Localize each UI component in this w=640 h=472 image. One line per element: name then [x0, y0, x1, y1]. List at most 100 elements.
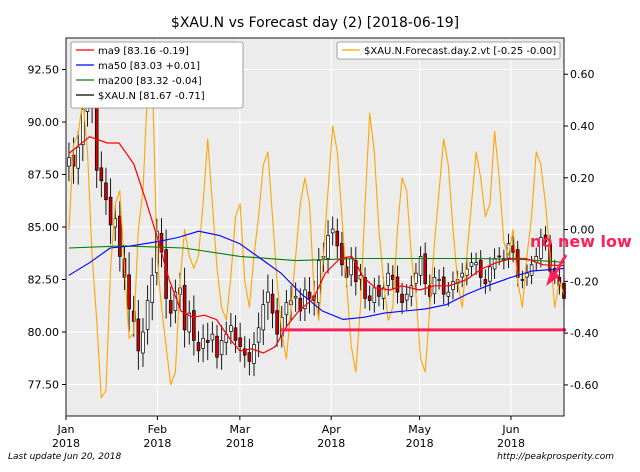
candle-body: [71, 154, 76, 167]
x-tick-label-year: 2018: [406, 437, 434, 450]
candle-body: [229, 325, 233, 332]
footer-source-url: http://peakprosperity.com: [497, 452, 614, 462]
candle-body: [233, 327, 238, 341]
candle-body: [210, 333, 215, 341]
candle-body: [469, 262, 474, 267]
candle-body: [238, 337, 242, 348]
ma9-line: [68, 136, 565, 354]
candle-body: [404, 293, 409, 301]
right-tick-label: 0.40: [570, 120, 595, 133]
axes: 77.50 80.00 82.50 85.00 87.50 90.00 92.50 -0.60…: [28, 64, 599, 451]
candle-body: [76, 146, 80, 169]
right-tick-label: 0.00: [570, 224, 595, 237]
chart-canvas: 77.50 80.00 82.50 85.00 87.50 90.00 92.50 -0.60…: [28, 15, 633, 451]
candle-body: [539, 237, 543, 259]
candle-body: [118, 215, 122, 257]
candle-body: [423, 253, 427, 285]
candle-body: [409, 285, 414, 297]
annotation: no new low: [530, 232, 632, 286]
annotation-arrow-head: [546, 270, 560, 286]
candle-body: [247, 352, 252, 362]
legend-forecast-box: [336, 41, 561, 60]
candle-body: [252, 344, 256, 364]
x-tick-label-month: Jun: [501, 423, 519, 436]
annotation-text: no new low: [530, 232, 632, 251]
candle-body: [354, 260, 358, 282]
legend-main-label: ma200 [83.32 -0.04]: [98, 76, 202, 87]
left-tick-label: 92.50: [28, 64, 60, 77]
candle-body: [488, 266, 492, 282]
candle-body: [451, 281, 455, 290]
x-tick-label-month: Feb: [148, 423, 167, 436]
ma200-line: [68, 245, 565, 263]
candle-body: [284, 302, 289, 316]
legend-forecast-label: $XAU.N.Forecast.day.2.vt [-0.25 -0.00]: [364, 46, 556, 57]
candle-body: [520, 279, 525, 281]
candle-body: [81, 109, 85, 146]
candle-body: [108, 196, 113, 226]
candle-body: [372, 287, 377, 303]
legend-main-label: ma9 [83.16 -0.19]: [98, 46, 189, 57]
candle-body: [215, 335, 219, 358]
legend-main-box: [70, 41, 244, 109]
candle-body: [367, 295, 372, 301]
candle-body: [395, 276, 400, 293]
candle-body: [460, 272, 464, 278]
x-tick-label-year: 2018: [497, 437, 525, 450]
candle-body: [363, 277, 367, 299]
candle-body: [326, 235, 330, 259]
right-tick-label: 0.60: [570, 68, 595, 81]
candle-body: [525, 272, 529, 278]
candle-body: [377, 285, 381, 297]
candle-body: [192, 310, 196, 341]
legend-forecast: $XAU.N.Forecast.day.2.vt [-0.25 -0.00]: [336, 41, 561, 60]
candle-body: [270, 293, 275, 314]
candle-body: [330, 228, 335, 234]
right-tick-label: -0.20: [570, 275, 598, 288]
candle-body: [205, 340, 210, 343]
candle-body: [317, 260, 321, 303]
candle-body: [104, 182, 108, 201]
candle-body: [497, 255, 502, 258]
candle-body: [529, 264, 534, 276]
x-tick-label-year: 2018: [226, 437, 254, 450]
candle-body: [187, 312, 192, 333]
x-tick-label-year: 2018: [143, 437, 171, 450]
left-tick-label: 87.50: [28, 169, 60, 182]
x-tick-label-year: 2018: [317, 437, 345, 450]
right-tick-label: -0.60: [570, 379, 598, 392]
candle-body: [256, 327, 261, 343]
candle-body: [196, 342, 201, 352]
candle-body: [242, 348, 247, 356]
left-tick-label: 85.00: [28, 221, 60, 234]
candle-body: [446, 291, 451, 297]
candle-body: [483, 279, 488, 285]
right-tick-label: 0.20: [570, 172, 595, 185]
left-tick-label: 77.50: [28, 379, 60, 392]
ma50-line: [68, 230, 565, 320]
candle-body: [219, 340, 224, 356]
candle-body: [349, 258, 353, 276]
legend-main: ma9 [83.16 -0.19] ma50 [83.03 +0.01] ma200…: [70, 41, 244, 109]
candle-body: [150, 274, 155, 303]
left-tick-label: 82.50: [28, 274, 60, 287]
candle-body: [474, 262, 478, 266]
candle-body: [275, 310, 279, 335]
x-tick-label-month: Mar: [229, 423, 250, 436]
candle-body: [293, 295, 298, 299]
x-tick-label-month: May: [408, 423, 431, 436]
candle-body: [67, 157, 71, 167]
right-tick-label: -0.40: [570, 327, 598, 340]
legend-main-label: $XAU.N [81.67 -0.71]: [98, 91, 205, 102]
x-tick-label-month: Apr: [322, 423, 342, 436]
candle-body: [99, 167, 104, 182]
candle-body: [307, 291, 312, 299]
candle-body: [261, 304, 266, 331]
candle-body: [386, 272, 390, 286]
candle-body: [127, 274, 131, 310]
left-tick-label: 80.00: [28, 326, 60, 339]
candle-body: [543, 234, 548, 243]
candle-body: [182, 285, 187, 331]
candle-body: [437, 279, 441, 281]
candle-body: [335, 230, 340, 247]
